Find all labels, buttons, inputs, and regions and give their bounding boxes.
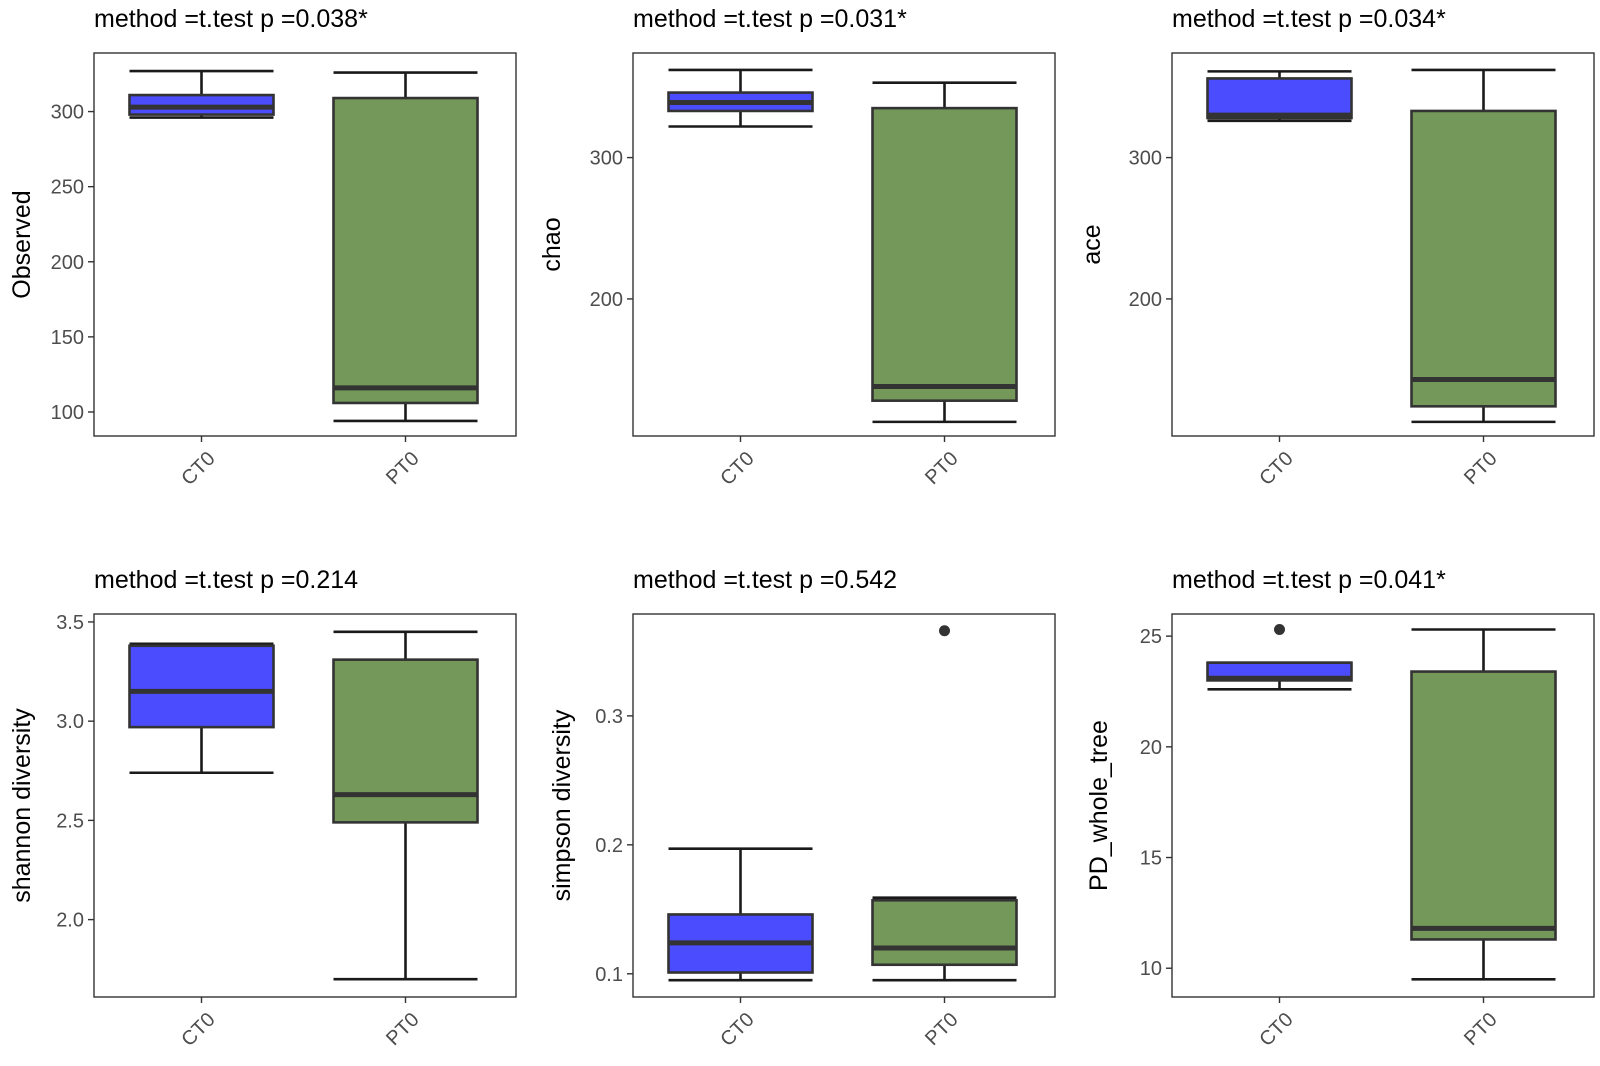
y-tick-label: 20 xyxy=(1140,737,1162,759)
x-tick-label-ct0: CT0 xyxy=(716,448,758,490)
y-axis-label: shannon diversity xyxy=(8,708,36,903)
y-axis-label: chao xyxy=(538,217,566,271)
y-tick-label: 25 xyxy=(1140,626,1162,648)
y-axis-label: Observed xyxy=(8,190,36,298)
x-tick-label-pt0: PT0 xyxy=(921,1009,962,1050)
y-tick-label: 200 xyxy=(51,252,84,274)
iqr-box xyxy=(871,898,1018,967)
box-ct0 xyxy=(1206,623,1353,691)
y-tick-label: 250 xyxy=(51,177,84,199)
y-tick-label: 200 xyxy=(1129,289,1162,311)
x-tick-label-ct0: CT0 xyxy=(177,1009,219,1051)
y-tick-label: 10 xyxy=(1140,958,1162,980)
panel-pd-whole-tree: method =t.test p =0.041* PD_whole_tree 10 1… xyxy=(1085,566,1595,1051)
panel-simpson-diversity: method =t.test p =0.542 simpson diversity… xyxy=(548,566,1056,1051)
x-tick-label-pt0: PT0 xyxy=(1460,448,1501,489)
box-pt0 xyxy=(871,625,1018,982)
x-tick-label-pt0: PT0 xyxy=(382,1009,423,1050)
x-tick-label-ct0: CT0 xyxy=(1255,1009,1297,1051)
box-ct0 xyxy=(128,642,275,775)
iqr-box xyxy=(1410,670,1557,941)
iqr-box xyxy=(1410,109,1557,408)
y-tick-label: 3.0 xyxy=(56,711,84,733)
x-tick-label-pt0: PT0 xyxy=(921,448,962,489)
y-tick-label: 2.5 xyxy=(56,810,84,832)
y-tick-label: 100 xyxy=(51,402,84,424)
box-ct0 xyxy=(667,68,814,128)
y-tick-label: 300 xyxy=(590,148,623,170)
x-tick-label-pt0: PT0 xyxy=(382,448,423,489)
outlier-point xyxy=(939,625,950,637)
y-tick-label: 2.0 xyxy=(56,910,84,932)
x-tick-label-pt0: PT0 xyxy=(1460,1009,1501,1050)
iqr-box xyxy=(332,658,479,824)
y-tick-label: 300 xyxy=(1129,148,1162,170)
box-pt0 xyxy=(871,81,1018,424)
panel-observed: method =t.test p =0.038* Observed 100 150 20… xyxy=(8,5,517,490)
box-pt0 xyxy=(1410,628,1557,981)
box-ct0 xyxy=(128,69,275,119)
y-tick-label: 15 xyxy=(1140,848,1162,870)
y-axis-label: ace xyxy=(1078,224,1106,264)
y-tick-label: 0.3 xyxy=(595,706,623,728)
x-tick-label-ct0: CT0 xyxy=(716,1009,758,1051)
box-pt0 xyxy=(332,630,479,981)
chart-title: method =t.test p =0.038* xyxy=(94,5,368,33)
box-pt0 xyxy=(1410,68,1557,424)
y-tick-label: 300 xyxy=(51,102,84,124)
chart-title: method =t.test p =0.031* xyxy=(633,5,907,33)
chart-title: method =t.test p =0.542 xyxy=(633,566,897,594)
y-tick-label: 0.1 xyxy=(595,964,623,986)
y-axis-label: PD_whole_tree xyxy=(1085,720,1113,891)
iqr-box xyxy=(871,106,1018,402)
iqr-box xyxy=(128,644,275,729)
y-axis-label: simpson diversity xyxy=(548,709,576,901)
y-tick-label: 200 xyxy=(590,289,623,311)
x-tick-label-ct0: CT0 xyxy=(1255,448,1297,490)
panel-ace: method =t.test p =0.034* ace 200 300 CT0 PT0 xyxy=(1078,5,1595,490)
chart-title: method =t.test p =0.034* xyxy=(1172,5,1446,33)
panel-chao: method =t.test p =0.031* chao 200 300 CT0 PT0 xyxy=(538,5,1056,490)
box-pt0 xyxy=(332,71,479,423)
outlier-point xyxy=(1274,623,1285,635)
y-tick-label: 150 xyxy=(51,327,84,349)
y-tick-label: 3.5 xyxy=(56,612,84,634)
iqr-box xyxy=(332,96,479,405)
box-ct0 xyxy=(1206,70,1353,123)
chart-title: method =t.test p =0.041* xyxy=(1172,566,1446,594)
x-tick-label-ct0: CT0 xyxy=(177,448,219,490)
box-ct0 xyxy=(667,847,814,982)
chart-title: method =t.test p =0.214 xyxy=(94,566,358,594)
iqr-box xyxy=(1206,77,1353,120)
y-tick-label: 0.2 xyxy=(595,835,623,857)
panel-shannon-diversity: method =t.test p =0.214 shannon diversity… xyxy=(8,566,517,1051)
